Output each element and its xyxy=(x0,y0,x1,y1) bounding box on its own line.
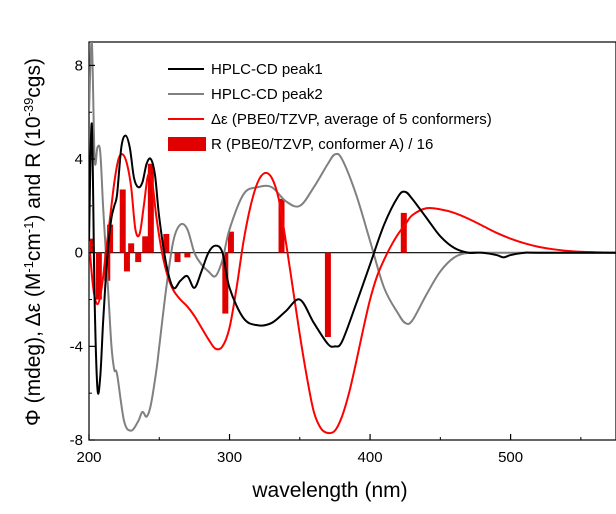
x-tick-label: 300 xyxy=(217,449,242,466)
r-bar xyxy=(128,243,135,253)
y-axis-title-mid2: ) and R (10 xyxy=(22,116,45,221)
peak2-line xyxy=(89,42,616,432)
legend-label-peak1: HPLC-CD peak1 xyxy=(211,61,323,78)
legend-label-peak2: HPLC-CD peak2 xyxy=(211,86,323,103)
legend-swatch-bars xyxy=(168,137,206,151)
r-bar xyxy=(227,231,234,253)
x-tick-label: 500 xyxy=(498,449,523,466)
r-bar xyxy=(107,224,114,253)
y-axis-title: Φ (mdeg), Δε (M-1cm-1) and R (10-39cgs) xyxy=(21,58,46,426)
calc-line xyxy=(89,153,616,435)
line-series-layer xyxy=(89,42,616,435)
r-bar xyxy=(119,189,126,253)
legend-label-calc: Δε (PBE0/TZVP, average of 5 conformers) xyxy=(211,111,492,128)
r-bar xyxy=(147,163,154,253)
r-bar xyxy=(400,212,407,253)
r-bar xyxy=(142,236,149,253)
y-axis-title-sup3: -39 xyxy=(21,98,36,117)
peak1-line xyxy=(89,122,616,395)
r-bar xyxy=(222,252,229,314)
x-tick-label: 200 xyxy=(76,449,101,466)
y-tick-label: 4 xyxy=(75,151,83,168)
x-axis-title: wavelength (nm) xyxy=(251,479,407,502)
r-bar xyxy=(135,252,142,263)
r-bar xyxy=(89,238,94,253)
legend: HPLC-CD peak1 HPLC-CD peak2 Δε (PBE0/TZV… xyxy=(168,61,492,153)
y-tick-label: 0 xyxy=(75,245,83,262)
y-axis-ticks: -8 -4 0 4 8 xyxy=(70,57,95,449)
y-axis-title-suffix: cgs) xyxy=(22,58,45,98)
y-tick-label: 8 xyxy=(75,57,83,74)
y-axis-title-prefix: Φ (mdeg), Δε (M xyxy=(22,273,45,426)
r-bar xyxy=(324,252,331,337)
y-tick-label: -4 xyxy=(70,338,83,355)
r-bar xyxy=(174,252,181,263)
r-bar xyxy=(163,233,170,253)
bar-series-layer xyxy=(89,163,407,337)
x-tick-label: 400 xyxy=(358,449,383,466)
legend-label-bars: R (PBE0/TZVP, conformer A) / 16 xyxy=(211,136,433,153)
r-bar xyxy=(123,252,130,272)
r-bar xyxy=(95,252,102,300)
r-bar xyxy=(278,198,285,253)
y-axis-title-sup1: -1 xyxy=(21,261,36,273)
plot-frame xyxy=(88,41,616,441)
r-bar xyxy=(184,252,191,258)
y-axis-title-sup2: -1 xyxy=(21,222,36,234)
y-axis-title-mid1: cm xyxy=(22,233,45,261)
y-tick-label: -8 xyxy=(70,432,83,449)
x-axis-ticks: 200 300 400 500 xyxy=(76,434,582,466)
